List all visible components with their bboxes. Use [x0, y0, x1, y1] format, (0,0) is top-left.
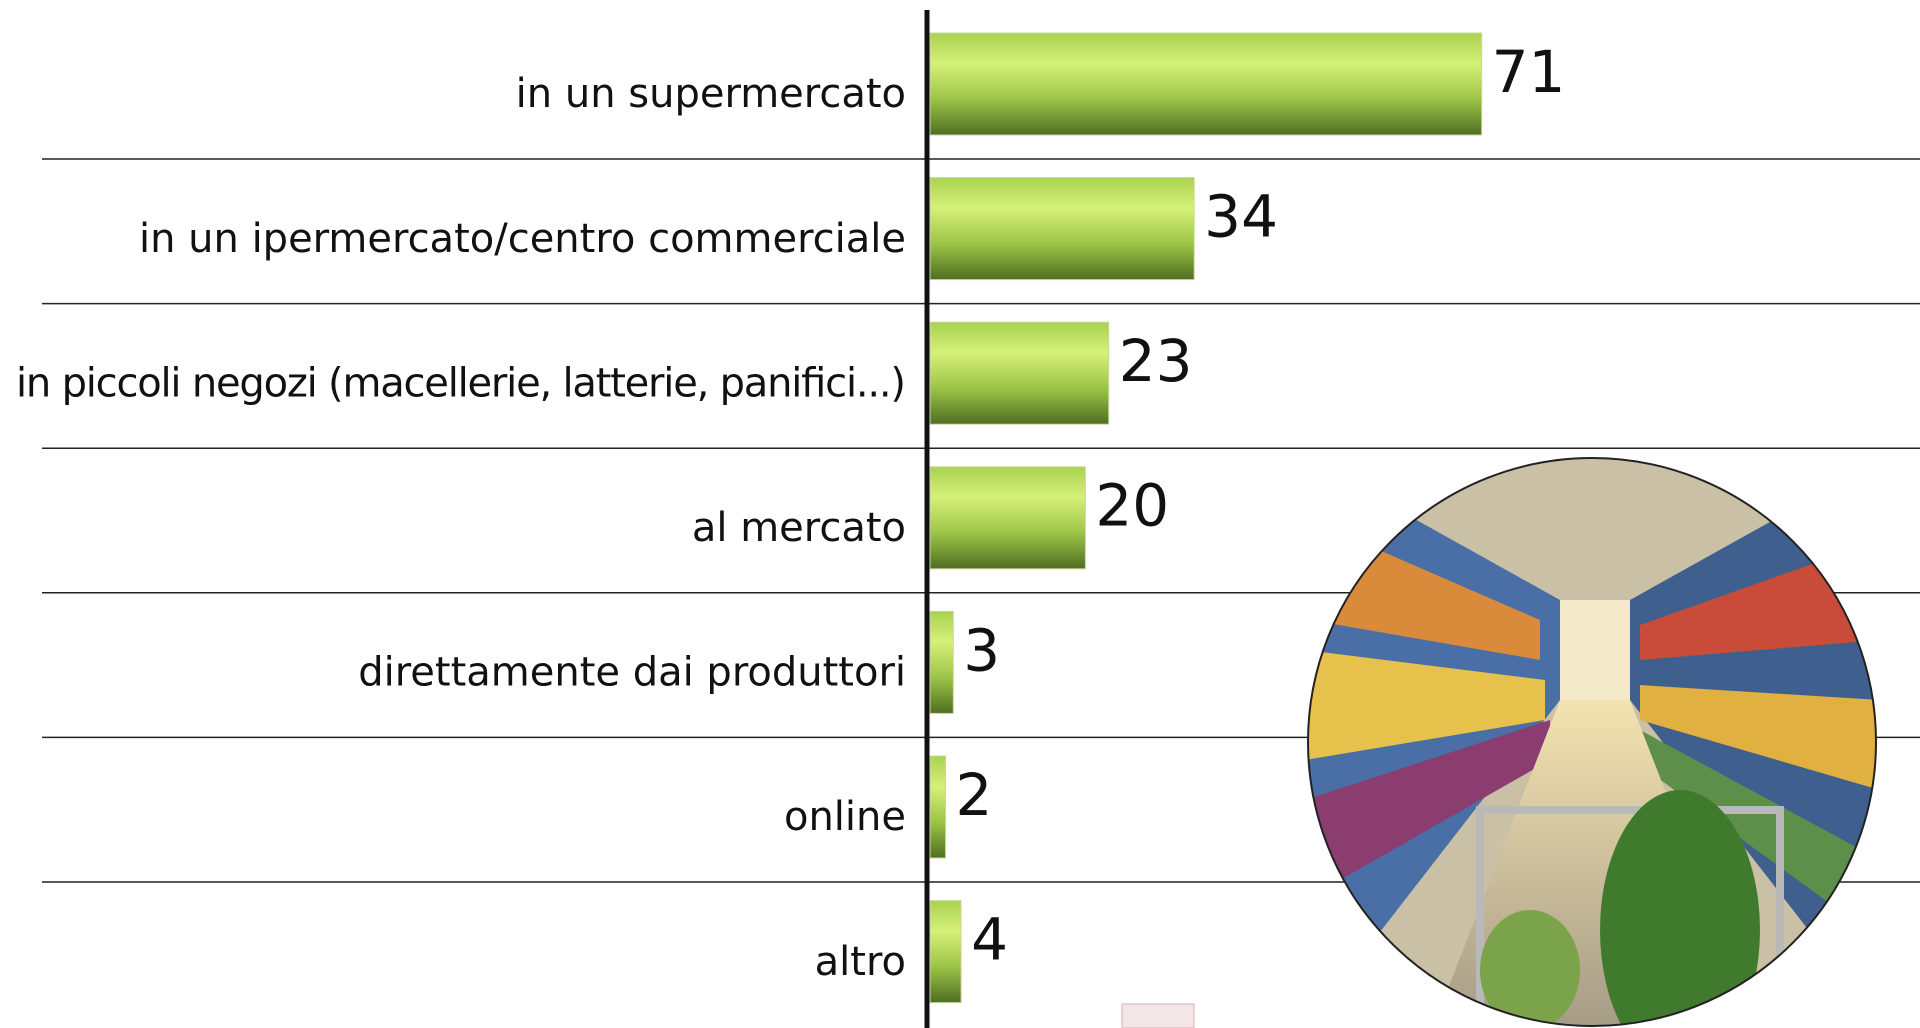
category-label: in piccoli negozi (macellerie, latterie,…	[16, 360, 906, 406]
photo	[1307, 457, 1877, 1027]
value-label: 20	[1095, 472, 1169, 540]
category-label: online	[784, 794, 906, 840]
category-label: al mercato	[692, 505, 906, 551]
value-label: 4	[971, 906, 1008, 974]
bar	[929, 610, 954, 714]
logo	[1121, 1003, 1195, 1028]
bar	[929, 321, 1110, 425]
bar	[929, 177, 1195, 281]
rows: in un supermercato 71 in un ipermercato/ce…	[16, 32, 1920, 1004]
bar	[929, 466, 1086, 570]
value-label: 23	[1119, 327, 1193, 395]
value-label: 2	[956, 761, 993, 829]
bar	[929, 755, 947, 859]
bar	[929, 32, 1483, 136]
category-label: altro	[815, 939, 906, 985]
value-label: 34	[1204, 183, 1278, 251]
value-label: 71	[1492, 38, 1566, 106]
category-label: direttamente dai produttori	[358, 650, 906, 696]
bar	[929, 900, 962, 1004]
category-label: in un ipermercato/centro commerciale	[139, 216, 906, 262]
value-label: 3	[963, 616, 1000, 684]
category-label: in un supermercato	[516, 71, 906, 117]
